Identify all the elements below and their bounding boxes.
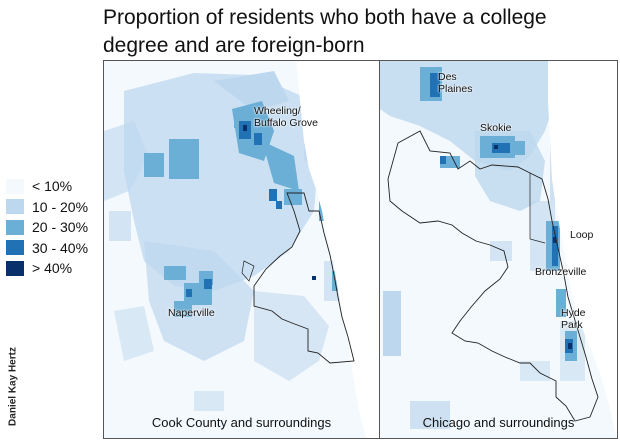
evanston-boundary	[529, 173, 546, 244]
chicago-boundary	[253, 192, 355, 364]
chicago-map: Des Plaines Skokie Loop Bronzeville Hyde…	[379, 60, 618, 439]
legend-item: 10 - 20%	[6, 197, 102, 218]
legend-item: 20 - 30%	[6, 217, 102, 238]
legend-swatch	[6, 240, 24, 256]
label-wheeling: Wheeling/ Buffalo Grove	[254, 105, 319, 129]
label-hyde-park: Hyde Park	[561, 307, 586, 331]
cook-county-map-graphic	[104, 61, 379, 438]
map-title: Proportion of residents who both have a …	[103, 4, 613, 60]
lake-michigan	[548, 61, 617, 438]
legend-item: < 10%	[6, 176, 102, 197]
legend-label: 10 - 20%	[32, 198, 89, 215]
label-des-plaines: Des Plaines	[438, 71, 473, 95]
map-title-line2: degree and are foreign-born	[103, 34, 365, 57]
author-credit: Daniel Kay Hertz	[7, 347, 19, 426]
label-bronzeville: Bronzeville	[535, 266, 587, 278]
chicago-boundary	[387, 130, 599, 422]
legend-label: 20 - 30%	[32, 219, 89, 236]
ohare-boundary	[241, 260, 255, 282]
cook-county-caption: Cook County and surroundings	[151, 415, 332, 430]
cook-county-map: Wheeling/ Buffalo Grove Naperville Cook …	[103, 60, 380, 439]
legend-label: 30 - 40%	[32, 239, 89, 256]
legend-swatch	[6, 219, 24, 235]
label-skokie: Skokie	[480, 122, 512, 134]
lake-michigan	[296, 61, 379, 438]
legend: < 10% 10 - 20% 20 - 30% 30 - 40% > 40%	[6, 176, 102, 279]
chicago-map-graphic	[380, 61, 617, 438]
chicago-caption: Chicago and surroundings	[422, 415, 575, 430]
map-title-line1: Proportion of residents who both have a …	[103, 6, 547, 29]
tier-over-40-areas	[494, 145, 572, 349]
label-loop: Loop	[570, 229, 594, 241]
legend-swatch	[6, 199, 24, 215]
legend-item: 30 - 40%	[6, 238, 102, 259]
legend-label: > 40%	[32, 260, 73, 277]
legend-swatch	[6, 260, 24, 276]
legend-swatch	[6, 178, 24, 194]
legend-label: < 10%	[32, 178, 73, 195]
label-naperville: Naperville	[168, 307, 215, 319]
legend-item: > 40%	[6, 258, 102, 279]
